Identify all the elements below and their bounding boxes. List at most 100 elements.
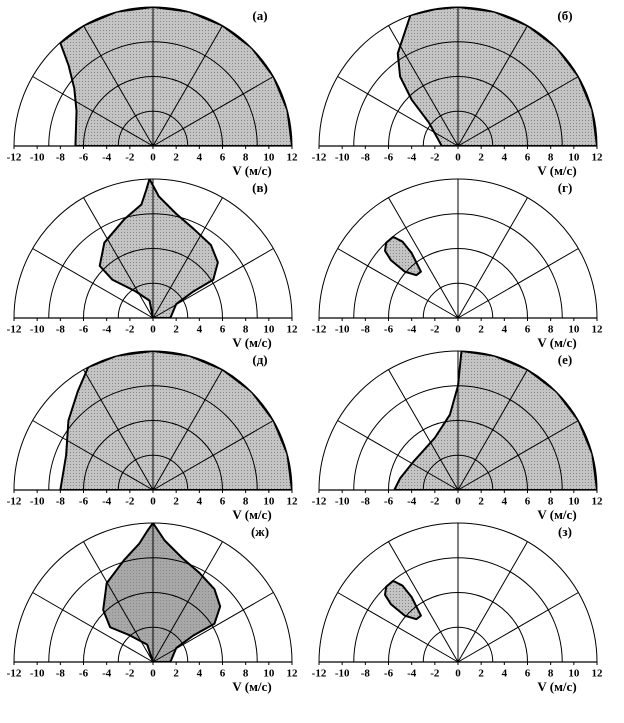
x-tick-label: -12: [312, 668, 327, 680]
x-tick-label: 0: [455, 324, 461, 336]
panel-label: (г): [558, 180, 573, 195]
x-tick-label: 4: [197, 668, 203, 680]
x-tick-label: -2: [430, 152, 440, 164]
spoke: [152, 420, 274, 491]
x-tick-label: 6: [525, 324, 531, 336]
x-tick-label: -10: [335, 668, 350, 680]
x-tick-label: -2: [125, 324, 135, 336]
x-tick-label: 10: [263, 324, 275, 336]
x-tick-label: 10: [568, 324, 580, 336]
spoke: [457, 248, 579, 319]
x-tick-label: 0: [455, 152, 461, 164]
x-tick-label: 2: [173, 496, 179, 508]
x-tick-label: -2: [125, 152, 135, 164]
spoke: [388, 197, 459, 319]
spoke: [388, 541, 459, 663]
panel-label: (б): [557, 8, 572, 23]
x-tick-label: -6: [79, 496, 89, 508]
x-tick-label: 4: [502, 324, 508, 336]
x-tick-label: -6: [79, 152, 89, 164]
x-tick-label: -10: [30, 324, 45, 336]
spoke: [337, 248, 459, 319]
x-tick-label: 2: [478, 668, 484, 680]
x-tick-label: -2: [125, 668, 135, 680]
panel: -12 -10 -8 -6 -4 -2 0 2 4 6 8 10 12 V (м/с) (д): [7, 350, 298, 522]
x-tick-label: 12: [287, 668, 299, 680]
spoke: [152, 248, 274, 319]
spoke: [152, 369, 223, 491]
x-tick-label: -12: [7, 324, 22, 336]
region: [384, 579, 422, 621]
panel: -12 -10 -8 -6 -4 -2 0 2 4 6 8 10 12 V (м/с) (з): [312, 522, 603, 694]
x-tick-label: -6: [384, 496, 394, 508]
x-tick-label: -10: [30, 496, 45, 508]
spoke: [457, 592, 579, 663]
spoke: [83, 541, 154, 663]
spoke: [32, 420, 154, 491]
x-tick-label: 4: [197, 152, 203, 164]
x-tick-label: -6: [79, 324, 89, 336]
x-tick-label: 2: [173, 324, 179, 336]
spoke: [83, 369, 154, 491]
x-tick-label: 4: [502, 496, 508, 508]
x-tick-label: 10: [263, 496, 275, 508]
x-tick-label: -12: [312, 152, 327, 164]
region: [396, 7, 597, 146]
spoke: [152, 592, 274, 663]
panel-label: (е): [558, 352, 572, 367]
x-tick-label: 2: [173, 152, 179, 164]
x-tick-label: -4: [102, 668, 112, 680]
x-tick-label: -12: [312, 496, 327, 508]
x-axis-label: V (м/с): [232, 507, 271, 522]
x-tick-label: 10: [263, 152, 275, 164]
spoke: [152, 25, 223, 147]
region: [59, 351, 292, 490]
panel-label: (в): [252, 180, 268, 195]
x-tick-label: 8: [548, 152, 554, 164]
x-tick-label: -8: [361, 152, 371, 164]
x-tick-label: -6: [79, 668, 89, 680]
x-tick-label: 12: [287, 152, 299, 164]
x-tick-label: -2: [125, 496, 135, 508]
x-tick-label: 6: [525, 668, 531, 680]
spoke: [457, 76, 579, 147]
x-tick-label: -10: [30, 152, 45, 164]
x-tick-label: -4: [407, 152, 417, 164]
x-tick-label: -4: [407, 668, 417, 680]
x-tick-label: 8: [243, 496, 249, 508]
spoke: [337, 592, 459, 663]
x-tick-label: -8: [56, 496, 66, 508]
x-tick-label: 6: [220, 152, 226, 164]
x-tick-label: 0: [150, 668, 156, 680]
x-tick-label: 2: [173, 668, 179, 680]
x-tick-label: 10: [568, 496, 580, 508]
x-tick-label: -4: [102, 152, 112, 164]
x-tick-label: -12: [7, 496, 22, 508]
region: [59, 7, 292, 146]
spoke: [337, 420, 459, 491]
x-tick-label: 4: [502, 668, 508, 680]
spoke: [152, 197, 223, 319]
panel-label: (а): [252, 8, 267, 23]
x-tick-label: -12: [7, 668, 22, 680]
panel: -12 -10 -8 -6 -4 -2 0 2 4 6 8 10 12 V (м/с) (б): [312, 6, 603, 178]
x-tick-label: 6: [220, 324, 226, 336]
spoke: [457, 25, 528, 147]
x-tick-label: 8: [548, 496, 554, 508]
x-tick-label: -10: [30, 668, 45, 680]
x-tick-label: 12: [592, 496, 604, 508]
x-tick-label: -6: [384, 324, 394, 336]
x-tick-label: -12: [7, 152, 22, 164]
x-tick-label: 0: [150, 324, 156, 336]
x-tick-label: -2: [430, 496, 440, 508]
spoke: [152, 76, 274, 147]
x-tick-label: 6: [525, 496, 531, 508]
spoke: [457, 541, 528, 663]
spoke: [388, 25, 459, 147]
panel: -12 -10 -8 -6 -4 -2 0 2 4 6 8 10 12 V (м/с) (ж): [7, 522, 299, 694]
x-tick-label: 10: [263, 668, 275, 680]
x-tick-label: -2: [430, 668, 440, 680]
region: [393, 351, 597, 490]
spoke: [337, 76, 459, 147]
region: [384, 235, 422, 277]
